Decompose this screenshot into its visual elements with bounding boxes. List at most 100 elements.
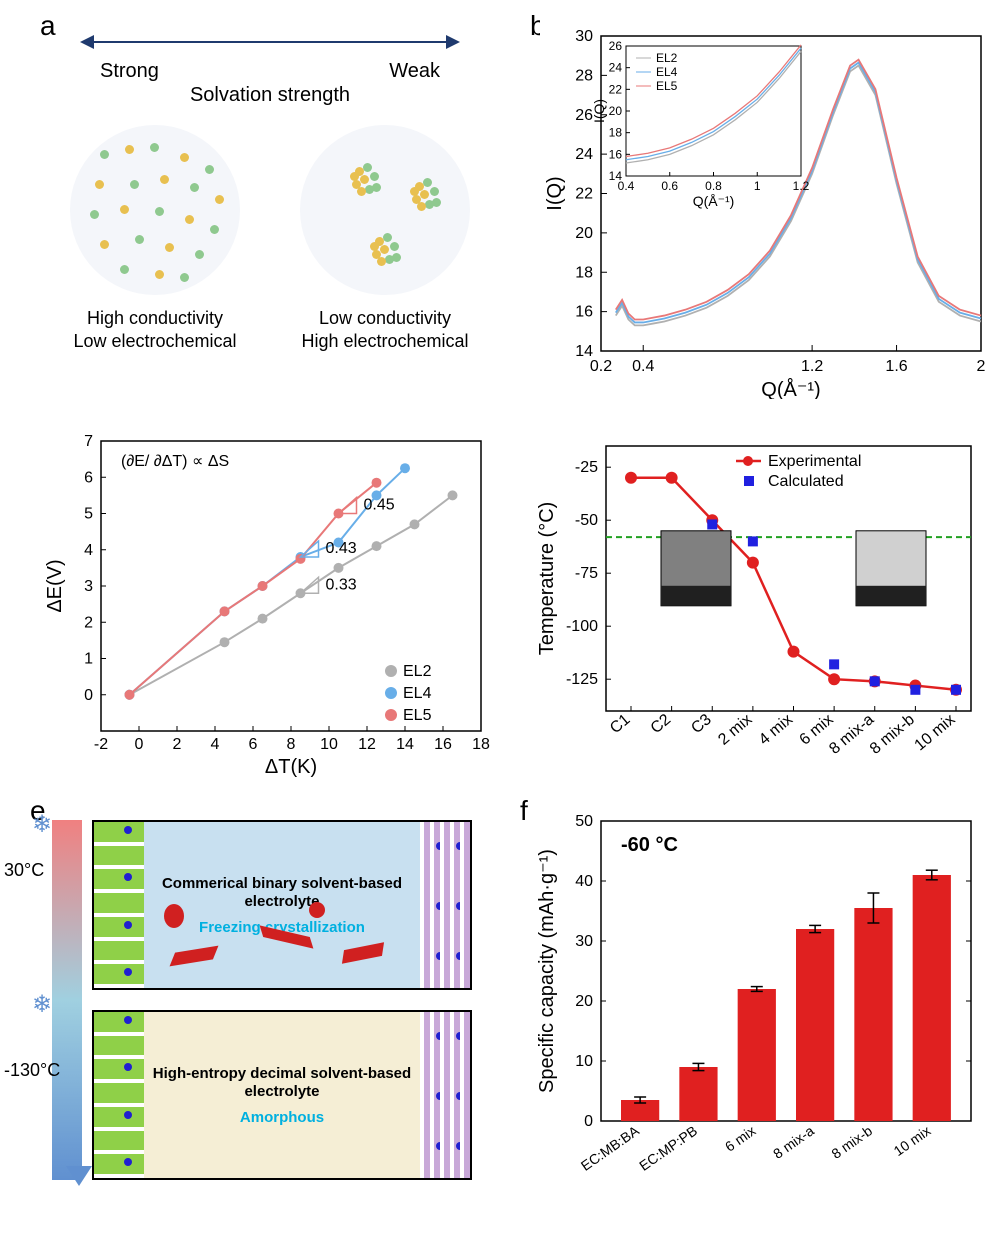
temp-bot: -130°C bbox=[4, 1060, 60, 1081]
panel-f: 01020304050EC:MB:BAEC:MP:PB6 mix8 mix-a8… bbox=[530, 800, 990, 1200]
svg-text:0.45: 0.45 bbox=[364, 497, 395, 514]
svg-text:24: 24 bbox=[575, 146, 593, 163]
capacity-chart: 01020304050EC:MB:BAEC:MP:PB6 mix8 mix-a8… bbox=[530, 800, 990, 1200]
panel-a: Strong Weak Solvation strength High cond… bbox=[40, 20, 500, 380]
caption-weak-1: Low conductivity bbox=[285, 307, 485, 330]
crystal-spike bbox=[342, 942, 384, 964]
svg-text:3: 3 bbox=[84, 578, 93, 595]
svg-text:1: 1 bbox=[84, 651, 93, 668]
svg-text:28: 28 bbox=[575, 67, 593, 84]
svg-text:30: 30 bbox=[575, 933, 593, 950]
svg-text:4 mix: 4 mix bbox=[756, 711, 796, 749]
arrow-label-weak: Weak bbox=[389, 60, 440, 83]
caption-weak: Low conductivity High electrochemical bbox=[285, 307, 485, 354]
svg-text:0.6: 0.6 bbox=[661, 179, 678, 193]
svg-text:0: 0 bbox=[135, 736, 144, 753]
svg-text:12: 12 bbox=[358, 736, 376, 753]
caption-strong-1: High conductivity bbox=[55, 307, 255, 330]
entropy-chart: -202468101214161801234567ΔT(K)ΔE(V)(∂E/ … bbox=[40, 420, 500, 780]
svg-text:0.43: 0.43 bbox=[326, 540, 357, 557]
svg-text:Calculated: Calculated bbox=[768, 473, 844, 490]
temp-chart: -25-50-75-100-125C1C2C32 mix4 mix6 mix8 … bbox=[530, 420, 990, 780]
panel-b: 0.20.41.21.62141618202224262830Q(Å⁻¹)I(Q… bbox=[540, 20, 990, 400]
panel-d: -25-50-75-100-125C1C2C32 mix4 mix6 mix8 … bbox=[530, 420, 990, 780]
panel-e: ❄ ❄ 30°C -130°C Commerical binary solven… bbox=[40, 800, 500, 1200]
svg-text:Specific capacity (mAh·g⁻¹): Specific capacity (mAh·g⁻¹) bbox=[536, 849, 558, 1093]
svg-text:EL4: EL4 bbox=[403, 685, 432, 702]
electrolyte-center-bot: High-entropy decimal solvent-based elect… bbox=[144, 1012, 420, 1178]
svg-text:30: 30 bbox=[575, 28, 593, 45]
svg-text:Experimental: Experimental bbox=[768, 453, 861, 470]
svg-text:22: 22 bbox=[575, 186, 593, 203]
crystal-blob bbox=[164, 904, 184, 928]
svg-text:0.33: 0.33 bbox=[326, 576, 357, 593]
box-bot-title: High-entropy decimal solvent-based elect… bbox=[148, 1065, 416, 1101]
box-top-title: Commerical binary solvent-based electrol… bbox=[148, 875, 416, 911]
svg-text:C1: C1 bbox=[607, 711, 634, 737]
temp-top: 30°C bbox=[4, 860, 44, 881]
svg-text:EL5: EL5 bbox=[656, 79, 678, 93]
svg-text:(∂E/ ∂ΔT) ∝ ΔS: (∂E/ ∂ΔT) ∝ ΔS bbox=[121, 453, 229, 470]
svg-text:50: 50 bbox=[575, 813, 593, 830]
svg-text:14: 14 bbox=[575, 343, 593, 360]
svg-text:14: 14 bbox=[609, 169, 623, 183]
svg-text:26: 26 bbox=[609, 39, 623, 53]
svg-text:8 mix-a: 8 mix-a bbox=[770, 1122, 817, 1162]
anode-top bbox=[94, 822, 144, 988]
caption-weak-2: High electrochemical bbox=[285, 330, 485, 353]
svg-text:0.2: 0.2 bbox=[590, 358, 612, 375]
svg-text:1.2: 1.2 bbox=[801, 358, 823, 375]
svg-text:16: 16 bbox=[434, 736, 452, 753]
svg-text:C3: C3 bbox=[688, 711, 715, 737]
iq-chart: 0.20.41.21.62141618202224262830Q(Å⁻¹)I(Q… bbox=[540, 20, 990, 400]
caption-strong: High conductivity Low electrochemical bbox=[55, 307, 255, 354]
snowflake-icon: ❄ bbox=[32, 810, 52, 839]
svg-text:I(Q): I(Q) bbox=[591, 99, 607, 123]
svg-text:EL4: EL4 bbox=[656, 65, 678, 79]
svg-text:2: 2 bbox=[173, 736, 182, 753]
svg-text:6: 6 bbox=[249, 736, 258, 753]
circle-weak bbox=[300, 125, 470, 295]
svg-text:EL5: EL5 bbox=[403, 707, 432, 724]
circle-strong bbox=[70, 125, 240, 295]
svg-text:10: 10 bbox=[575, 1053, 593, 1070]
svg-text:Q(Å⁻¹): Q(Å⁻¹) bbox=[693, 193, 735, 209]
svg-text:5: 5 bbox=[84, 506, 93, 523]
svg-text:EC:MP:PB: EC:MP:PB bbox=[636, 1122, 700, 1173]
panel-c: -202468101214161801234567ΔT(K)ΔE(V)(∂E/ … bbox=[40, 420, 500, 780]
svg-text:-50: -50 bbox=[575, 512, 598, 529]
svg-text:22: 22 bbox=[609, 82, 623, 96]
svg-text:4: 4 bbox=[84, 542, 93, 559]
crystal-spike bbox=[170, 946, 219, 967]
svg-text:C2: C2 bbox=[648, 711, 675, 737]
solvation-arrow bbox=[80, 30, 460, 54]
svg-text:4: 4 bbox=[211, 736, 220, 753]
svg-text:-2: -2 bbox=[94, 736, 108, 753]
svg-text:8 mix-b: 8 mix-b bbox=[867, 711, 918, 758]
svg-text:6 mix: 6 mix bbox=[722, 1122, 759, 1154]
svg-text:16: 16 bbox=[609, 147, 623, 161]
svg-text:-60 °C: -60 °C bbox=[621, 834, 678, 856]
svg-text:-100: -100 bbox=[566, 618, 598, 635]
svg-text:20: 20 bbox=[575, 225, 593, 242]
crystal-blob bbox=[309, 902, 325, 918]
svg-text:18: 18 bbox=[472, 736, 490, 753]
svg-text:16: 16 bbox=[575, 304, 593, 321]
svg-text:0: 0 bbox=[84, 687, 93, 704]
svg-text:8 mix-a: 8 mix-a bbox=[826, 711, 877, 758]
svg-text:-125: -125 bbox=[566, 671, 598, 688]
svg-text:ΔE(V): ΔE(V) bbox=[44, 559, 66, 612]
caption-strong-2: Low electrochemical bbox=[55, 330, 255, 353]
svg-text:8 mix-b: 8 mix-b bbox=[828, 1122, 875, 1162]
svg-text:14: 14 bbox=[396, 736, 414, 753]
svg-text:EL2: EL2 bbox=[403, 663, 432, 680]
solvation-circles bbox=[40, 125, 500, 295]
snowflake-icon: ❄ bbox=[32, 990, 52, 1019]
svg-text:-75: -75 bbox=[575, 565, 598, 582]
svg-text:18: 18 bbox=[609, 126, 623, 140]
svg-text:20: 20 bbox=[609, 104, 623, 118]
svg-text:2 mix: 2 mix bbox=[715, 711, 755, 749]
svg-text:1: 1 bbox=[754, 179, 761, 193]
cathode-top bbox=[420, 822, 470, 988]
svg-text:0.8: 0.8 bbox=[705, 179, 722, 193]
